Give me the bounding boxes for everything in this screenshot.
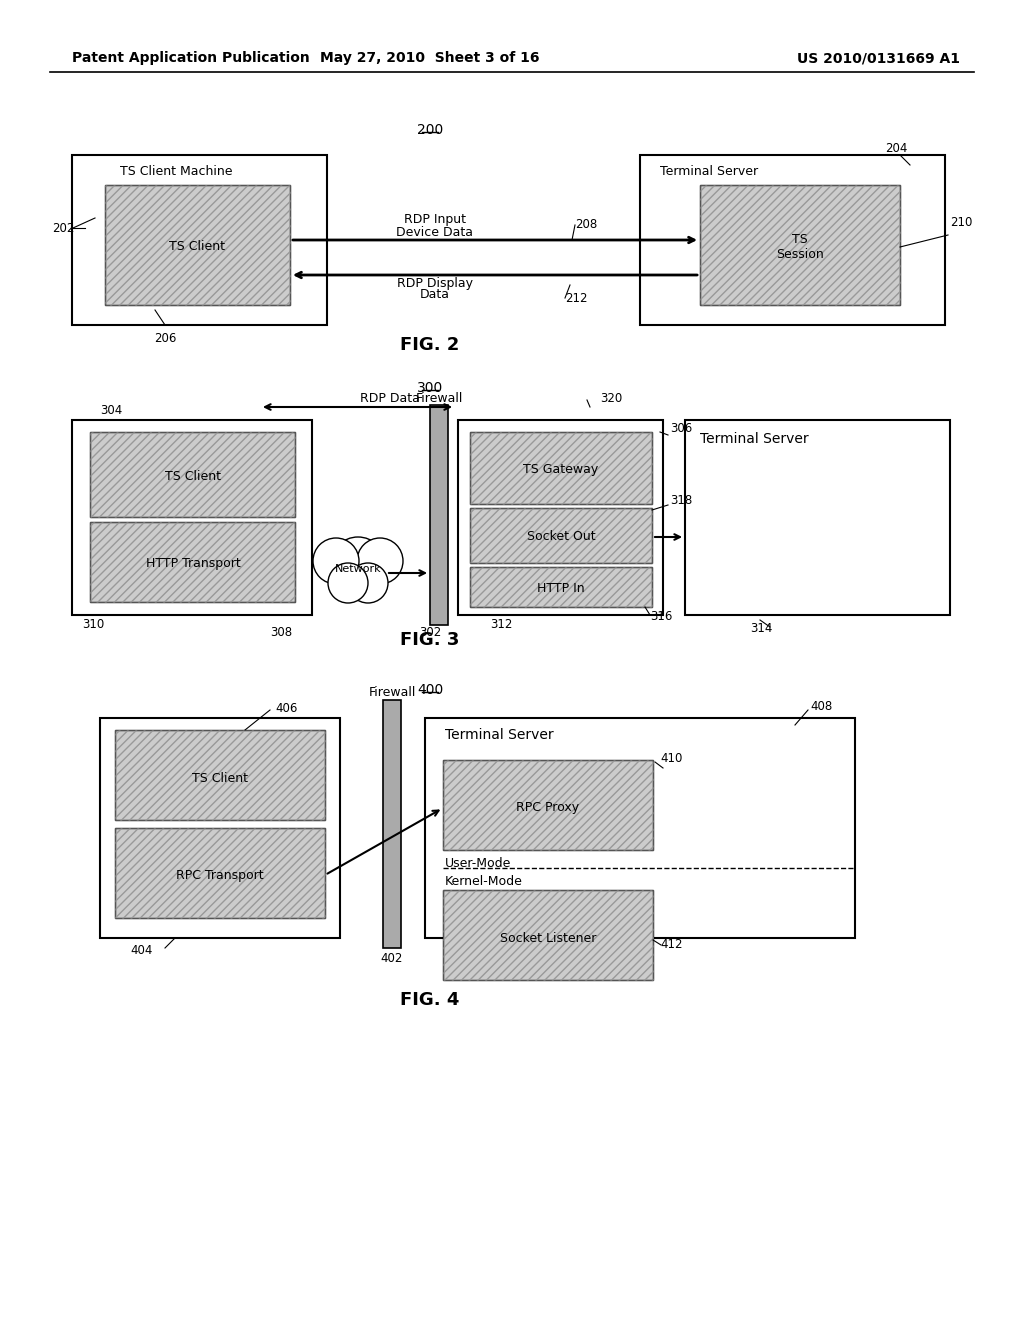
Text: Socket Listener: Socket Listener bbox=[500, 932, 596, 945]
Bar bbox=[90, 432, 295, 517]
Text: RDP Input: RDP Input bbox=[404, 214, 466, 227]
Bar bbox=[470, 432, 652, 504]
Text: Patent Application Publication: Patent Application Publication bbox=[72, 51, 309, 65]
Text: 204: 204 bbox=[885, 141, 907, 154]
Text: 408: 408 bbox=[810, 700, 833, 713]
Text: 312: 312 bbox=[490, 619, 512, 631]
Text: HTTP Transport: HTTP Transport bbox=[145, 557, 241, 569]
Bar bbox=[443, 760, 653, 850]
Text: 302: 302 bbox=[419, 627, 441, 639]
Text: 404: 404 bbox=[130, 944, 153, 957]
Text: 310: 310 bbox=[82, 619, 104, 631]
Bar bbox=[383, 700, 401, 948]
Text: 300: 300 bbox=[417, 381, 443, 395]
Text: TS Client: TS Client bbox=[165, 470, 221, 483]
Bar bbox=[470, 508, 652, 564]
Bar bbox=[90, 521, 295, 602]
Text: 210: 210 bbox=[950, 215, 973, 228]
Text: FIG. 2: FIG. 2 bbox=[400, 337, 460, 354]
Bar bbox=[470, 568, 652, 607]
Bar bbox=[470, 568, 652, 607]
Text: 308: 308 bbox=[270, 626, 292, 639]
Text: RPC Transport: RPC Transport bbox=[176, 870, 264, 883]
Text: TS Gateway: TS Gateway bbox=[523, 462, 599, 475]
Text: 410: 410 bbox=[660, 751, 682, 764]
Text: RPC Proxy: RPC Proxy bbox=[516, 801, 580, 814]
Text: TS Client: TS Client bbox=[193, 771, 248, 784]
Text: Terminal Server: Terminal Server bbox=[445, 729, 554, 742]
Text: 412: 412 bbox=[660, 939, 683, 952]
Bar bbox=[90, 521, 295, 602]
Bar bbox=[443, 890, 653, 979]
Text: Device Data: Device Data bbox=[396, 226, 473, 239]
Text: TS
Session: TS Session bbox=[776, 234, 824, 261]
Text: Terminal Server: Terminal Server bbox=[660, 165, 758, 178]
Bar bbox=[115, 828, 325, 917]
Text: May 27, 2010  Sheet 3 of 16: May 27, 2010 Sheet 3 of 16 bbox=[321, 51, 540, 65]
Text: 320: 320 bbox=[600, 392, 623, 404]
Text: HTTP In: HTTP In bbox=[538, 582, 585, 594]
Circle shape bbox=[357, 539, 403, 583]
Text: 206: 206 bbox=[154, 331, 176, 345]
Text: Firewall: Firewall bbox=[369, 686, 416, 700]
Text: 400: 400 bbox=[417, 682, 443, 697]
Text: RDP Display: RDP Display bbox=[397, 276, 473, 289]
Circle shape bbox=[348, 564, 388, 603]
Bar bbox=[72, 420, 312, 615]
Bar bbox=[470, 432, 652, 504]
Bar bbox=[90, 432, 295, 517]
Text: 304: 304 bbox=[100, 404, 122, 417]
Circle shape bbox=[330, 537, 386, 593]
Text: 314: 314 bbox=[750, 622, 772, 635]
Bar bbox=[115, 730, 325, 820]
Text: 306: 306 bbox=[670, 421, 692, 434]
Bar bbox=[105, 185, 290, 305]
Bar bbox=[425, 718, 855, 939]
Bar bbox=[700, 185, 900, 305]
Bar bbox=[685, 420, 950, 615]
Text: Firewall: Firewall bbox=[416, 392, 463, 404]
Text: 202: 202 bbox=[52, 222, 75, 235]
Text: 200: 200 bbox=[417, 123, 443, 137]
Circle shape bbox=[328, 564, 368, 603]
Text: FIG. 3: FIG. 3 bbox=[400, 631, 460, 649]
Text: Terminal Server: Terminal Server bbox=[700, 432, 809, 446]
Text: US 2010/0131669 A1: US 2010/0131669 A1 bbox=[797, 51, 961, 65]
Bar bbox=[640, 154, 945, 325]
Bar bbox=[470, 508, 652, 564]
Text: TS Client: TS Client bbox=[169, 240, 225, 253]
Text: Socket Out: Socket Out bbox=[526, 531, 595, 544]
Text: 208: 208 bbox=[575, 219, 597, 231]
Circle shape bbox=[313, 539, 359, 583]
Bar bbox=[115, 828, 325, 917]
Bar bbox=[443, 890, 653, 979]
Text: RDP Data: RDP Data bbox=[360, 392, 420, 404]
Text: 318: 318 bbox=[670, 494, 692, 507]
Text: 212: 212 bbox=[565, 292, 588, 305]
Text: 406: 406 bbox=[275, 701, 297, 714]
Text: Network: Network bbox=[335, 564, 381, 574]
Text: User-Mode: User-Mode bbox=[445, 857, 511, 870]
Text: TS Client Machine: TS Client Machine bbox=[120, 165, 232, 178]
Text: 316: 316 bbox=[650, 610, 673, 623]
Bar bbox=[700, 185, 900, 305]
Bar bbox=[72, 154, 327, 325]
Bar bbox=[430, 405, 449, 624]
Text: FIG. 4: FIG. 4 bbox=[400, 991, 460, 1008]
Text: Data: Data bbox=[420, 289, 450, 301]
Text: Kernel-Mode: Kernel-Mode bbox=[445, 875, 523, 888]
Bar bbox=[115, 730, 325, 820]
Text: 402: 402 bbox=[380, 952, 402, 965]
Bar bbox=[443, 760, 653, 850]
Bar bbox=[458, 420, 663, 615]
Bar bbox=[100, 718, 340, 939]
Bar bbox=[105, 185, 290, 305]
